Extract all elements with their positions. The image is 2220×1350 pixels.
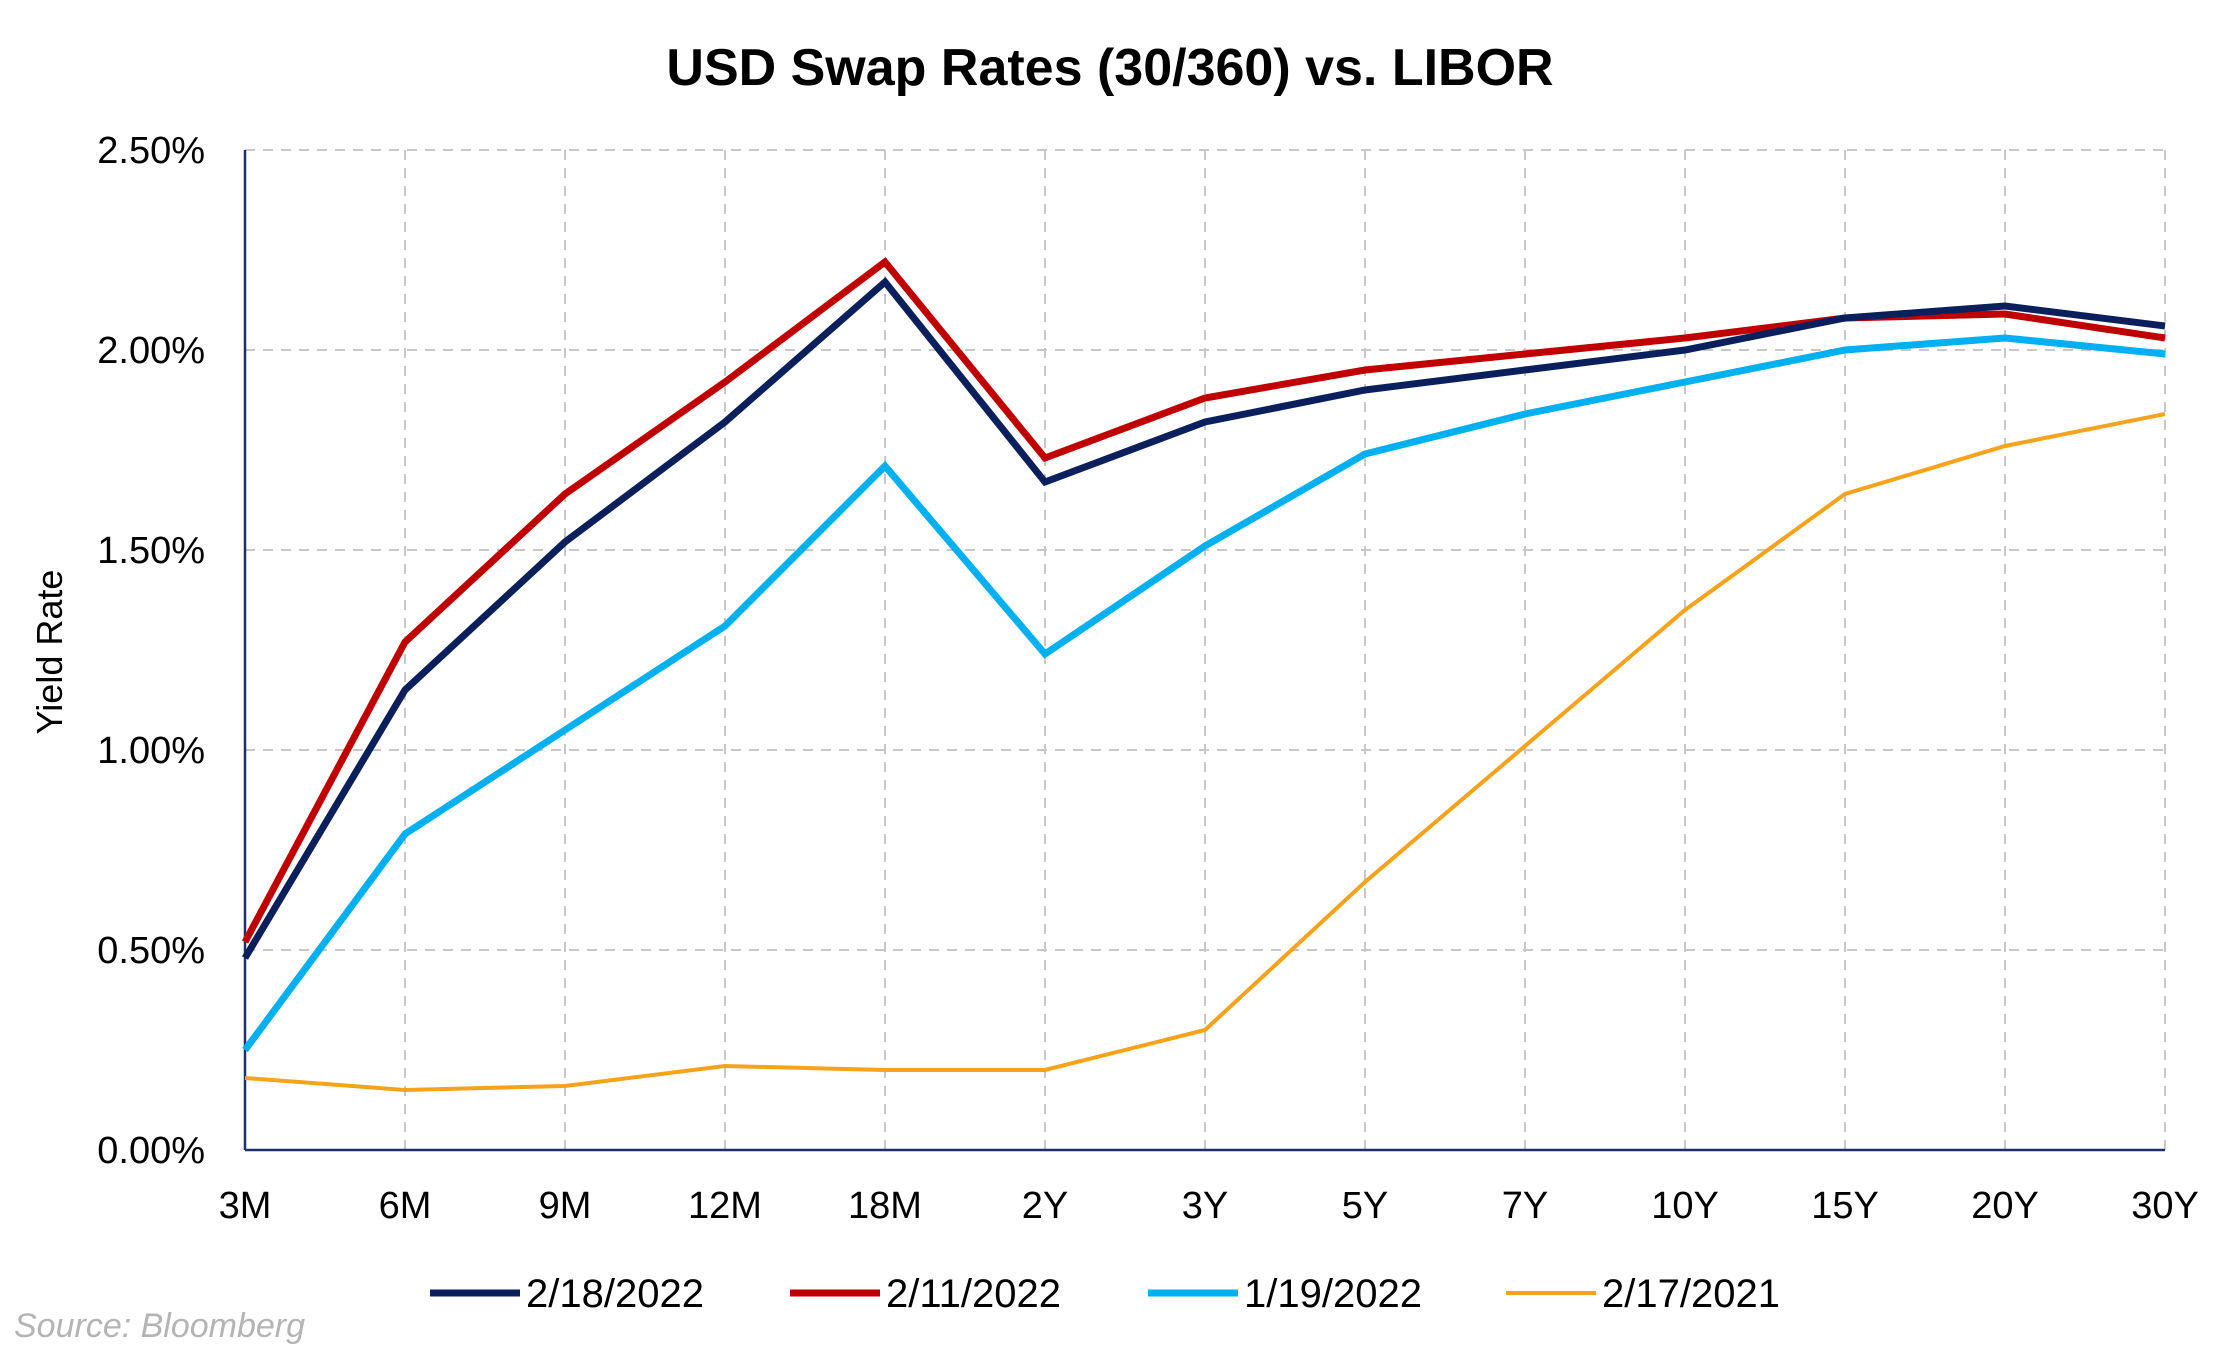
legend: 2/18/2022 2/11/2022 1/19/2022 2/17/2021 <box>430 1272 1780 1316</box>
legend-label: 2/11/2022 <box>886 1272 1061 1316</box>
series-line-4 <box>244 412 2166 1093</box>
x-tick-label: 3M <box>219 1185 272 1227</box>
y-tick-label: 2.00% <box>97 330 205 372</box>
x-tick-label: 30Y <box>2131 1185 2199 1227</box>
legend-label: 1/19/2022 <box>1244 1272 1422 1316</box>
y-tick-label: 0.50% <box>97 930 205 972</box>
series-line-3 <box>242 334 2166 1053</box>
source-note: Source: Bloomberg <box>14 1307 305 1345</box>
x-tick-label: 9M <box>539 1185 592 1227</box>
series-layer <box>241 257 2166 1093</box>
x-tick-label: 7Y <box>1502 1185 1548 1227</box>
x-tick-label: 20Y <box>1971 1185 2039 1227</box>
axes-layer <box>243 150 2165 1152</box>
x-tick-label: 5Y <box>1342 1185 1388 1227</box>
x-tick-label: 6M <box>379 1185 432 1227</box>
chart-title: USD Swap Rates (30/360) vs. LIBOR <box>666 39 1553 97</box>
x-tick-label: 12M <box>688 1185 762 1227</box>
y-axis-label: Yield Rate <box>29 570 70 735</box>
y-tick-label: 1.50% <box>97 530 205 572</box>
legend-label: 2/18/2022 <box>526 1272 704 1316</box>
y-tick-label: 2.50% <box>97 130 205 172</box>
legend-label: 2/17/2021 <box>1602 1272 1780 1316</box>
x-tick-labels: 3M 6M 9M 12M 18M 2Y 3Y 5Y 7Y 10Y 15Y 20Y 30Y <box>219 1185 2199 1227</box>
y-tick-label: 0.00% <box>97 1130 205 1172</box>
x-tick-label: 18M <box>848 1185 922 1227</box>
x-tick-label: 2Y <box>1022 1185 1068 1227</box>
x-tick-label: 15Y <box>1811 1185 1879 1227</box>
y-tick-labels: 0.00% 0.50% 1.00% 1.50% 2.00% 2.50% <box>97 130 205 1172</box>
x-tick-label: 10Y <box>1651 1185 1719 1227</box>
series-line-1 <box>241 276 2166 960</box>
y-tick-label: 1.00% <box>97 730 205 772</box>
grid-layer <box>245 149 2166 1150</box>
x-tick-label: 3Y <box>1182 1185 1228 1227</box>
